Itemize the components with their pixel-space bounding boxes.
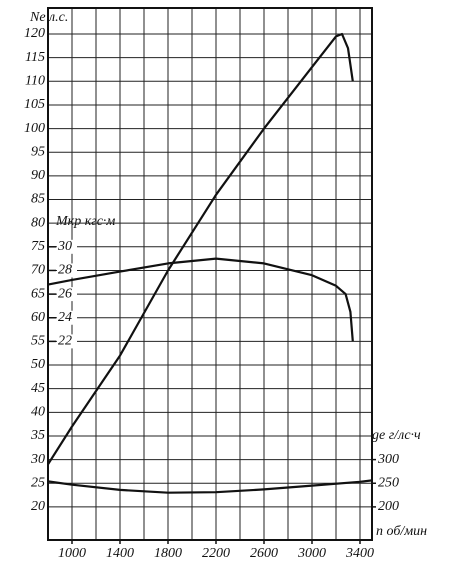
y2-label-bg xyxy=(57,287,77,302)
y3-tick-label: 200 xyxy=(378,499,399,514)
x-tick-label: 1800 xyxy=(154,546,182,561)
y-tick-label: 80 xyxy=(31,215,45,230)
plot-frame xyxy=(47,7,373,541)
y-tick-label: 100 xyxy=(24,121,45,136)
y-tick-label: 70 xyxy=(31,263,45,278)
y-tick-label: 65 xyxy=(31,286,45,301)
y2-tick-label: 22 xyxy=(58,334,72,349)
y2-label-bg xyxy=(57,263,77,278)
x-tick-label: 2200 xyxy=(202,546,230,561)
x-tick-label: 3400 xyxy=(345,546,374,561)
y2-tick-label: 24 xyxy=(58,310,72,325)
y-tick-label: 50 xyxy=(31,357,45,372)
y-tick-label: 75 xyxy=(31,239,45,254)
x-axis-title: n об/мин xyxy=(376,524,427,539)
y3-axis-title: ge г/лс·ч xyxy=(372,428,421,443)
y-tick-label: 110 xyxy=(25,74,45,89)
y-tick-label: 45 xyxy=(31,381,45,396)
x-tick-label: 1000 xyxy=(58,546,86,561)
y-tick-label: 40 xyxy=(31,405,45,420)
series-line xyxy=(47,257,354,342)
y-tick-label: 60 xyxy=(31,310,45,325)
y-tick-label: 35 xyxy=(30,428,45,443)
x-tick-label: 3000 xyxy=(297,546,326,561)
y2-label-bg xyxy=(57,239,77,254)
y2-tick-label: 26 xyxy=(58,286,72,301)
y2-axis-title: Mкр кгс·м xyxy=(55,214,115,229)
y-tick-label: 95 xyxy=(31,144,45,159)
series-line xyxy=(47,32,354,465)
y-tick-label: 30 xyxy=(30,452,45,467)
y-tick-label: 120 xyxy=(24,26,45,41)
y-tick-label: 105 xyxy=(24,97,45,112)
series-line xyxy=(47,479,373,494)
y3-tick-label: 250 xyxy=(378,475,399,490)
y-tick-label: 20 xyxy=(31,499,45,514)
y-tick-label: 90 xyxy=(31,168,45,183)
y-tick-label: 85 xyxy=(31,192,45,207)
y3-tick-label: 300 xyxy=(377,452,399,467)
y-tick-label: 115 xyxy=(25,50,45,65)
y2-tick-label: 30 xyxy=(57,239,72,254)
y-tick-label: 55 xyxy=(31,334,45,349)
y2-tick-label: 28 xyxy=(58,263,72,278)
y2-label-bg xyxy=(57,310,77,325)
y2-label-bg xyxy=(57,334,77,349)
x-tick-label: 1400 xyxy=(106,546,134,561)
y-tick-label: 25 xyxy=(31,475,45,490)
x-tick-label: 2600 xyxy=(250,546,278,561)
